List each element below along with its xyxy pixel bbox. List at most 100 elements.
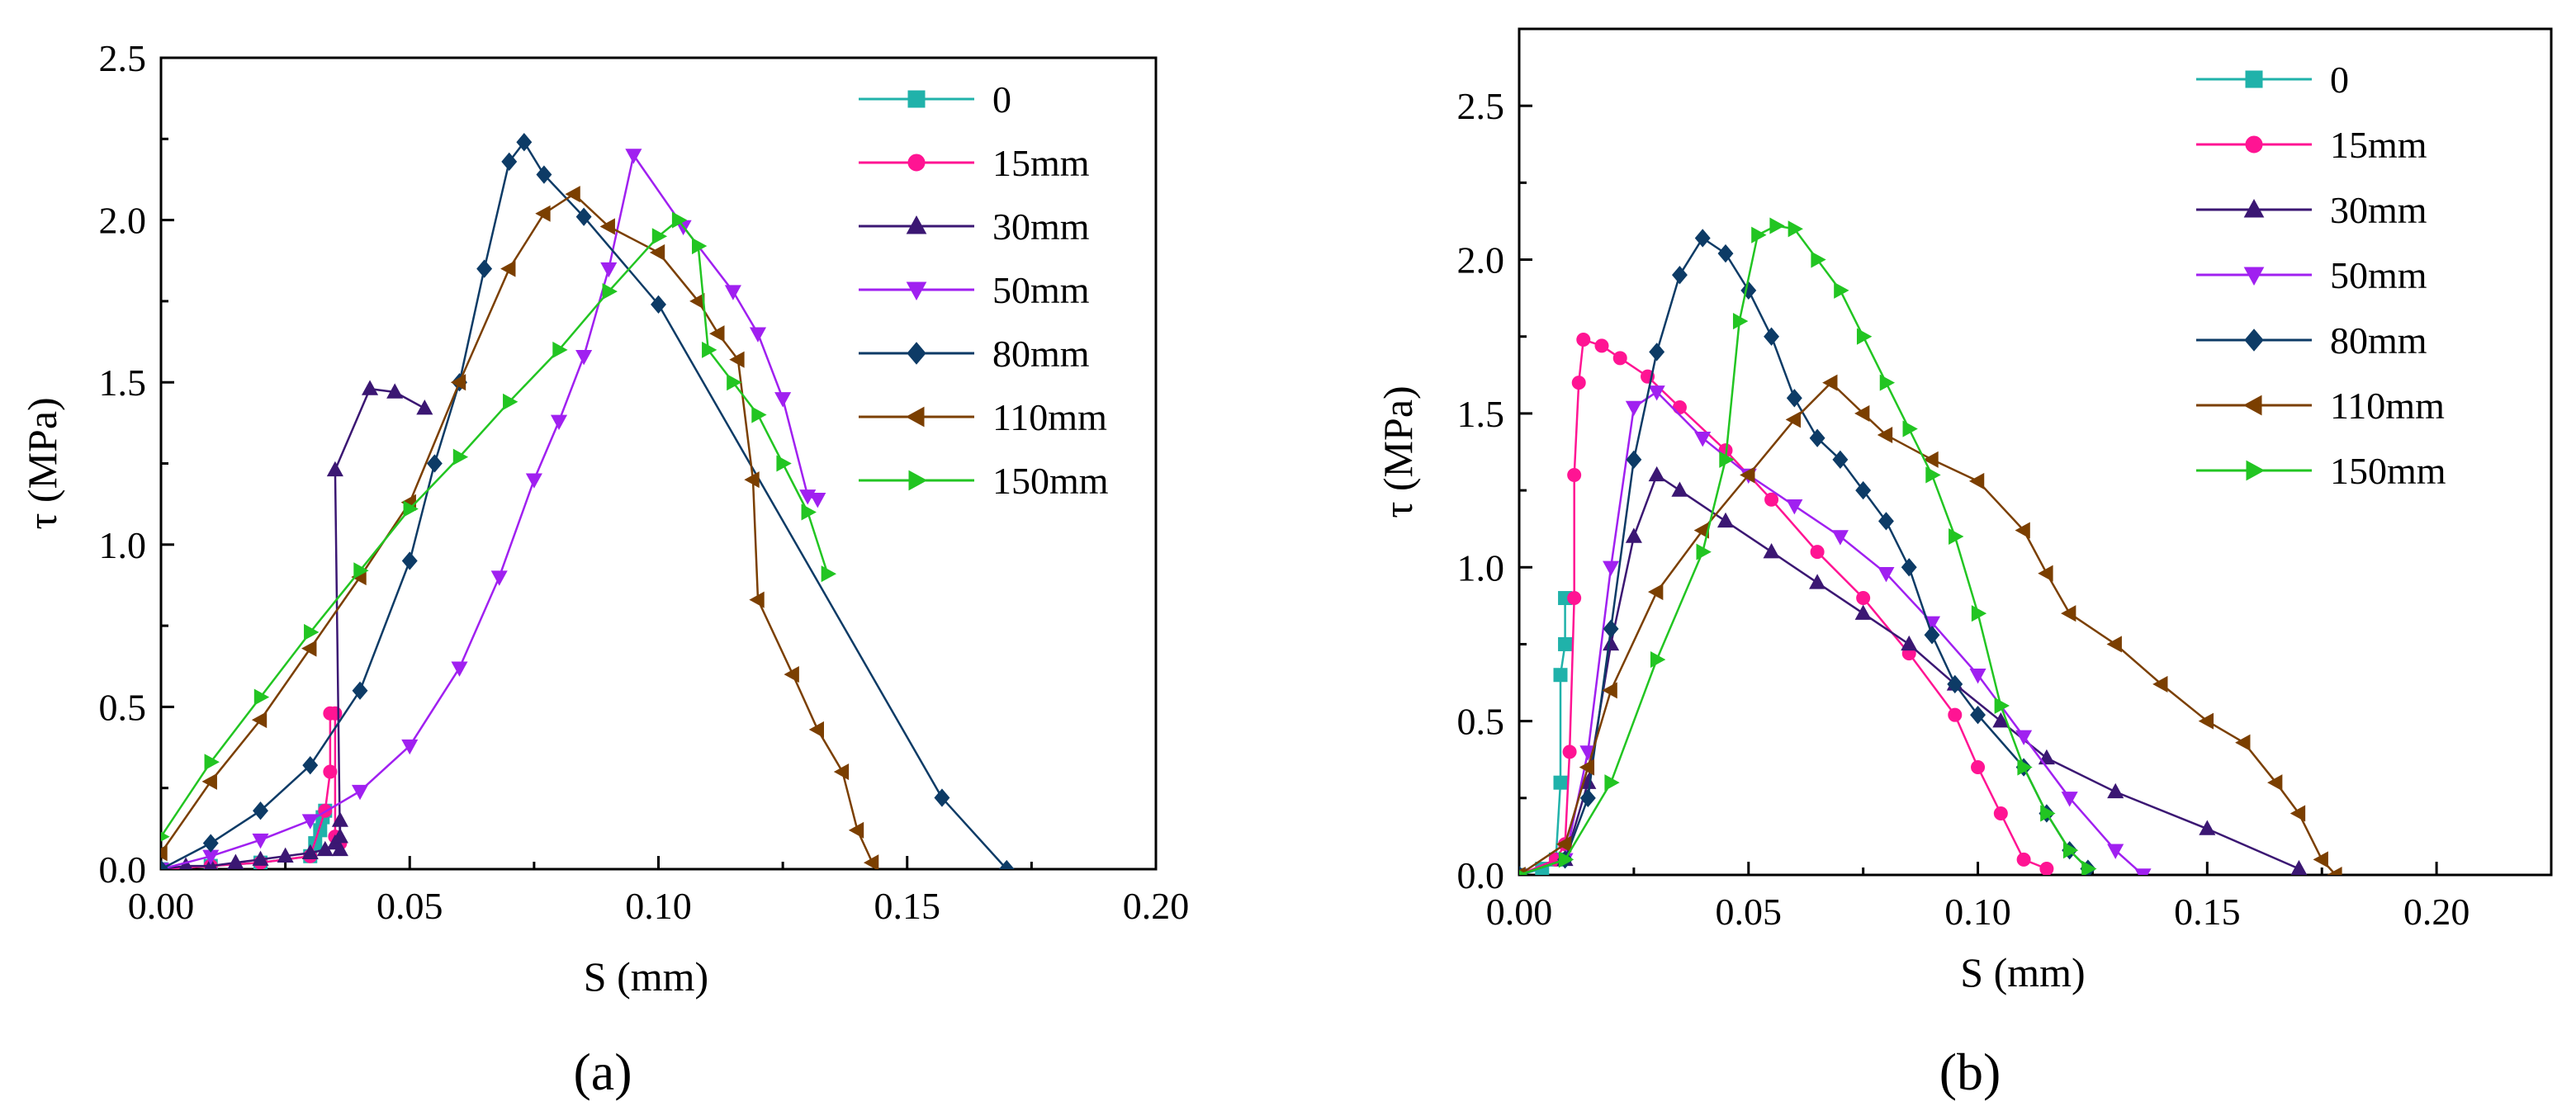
data-point <box>1717 243 1734 263</box>
data-point <box>1834 281 1849 299</box>
legend-label-110mm: 110mm <box>2330 385 2445 427</box>
legend-label-15mm: 15mm <box>2330 124 2427 166</box>
y-tick-label: 1.0 <box>99 524 147 566</box>
data-point <box>252 833 269 849</box>
data-point <box>1604 774 1620 792</box>
data-point <box>1901 558 1917 577</box>
data-point <box>1993 806 2008 820</box>
data-point <box>2061 605 2076 622</box>
data-point <box>1719 451 1735 468</box>
data-point <box>1740 281 1757 300</box>
x-axis-title: S (mm) <box>584 953 708 1000</box>
data-point <box>1788 220 1803 238</box>
x-tick-label: 0.15 <box>874 885 941 927</box>
data-point <box>277 847 294 863</box>
data-point <box>2235 734 2251 751</box>
data-point <box>1694 432 1712 447</box>
data-point <box>2152 675 2168 693</box>
legend-label-150mm: 150mm <box>992 460 1109 502</box>
legend-label-0: 0 <box>992 78 1011 121</box>
data-point <box>301 640 317 657</box>
x-tick-label: 0.00 <box>128 885 195 927</box>
data-point <box>751 406 767 423</box>
data-point <box>525 473 542 489</box>
series-110mm <box>1519 374 2342 875</box>
data-point <box>503 393 519 410</box>
legend-marker <box>2245 135 2263 154</box>
x-tick-label: 0.00 <box>1486 891 1553 933</box>
data-point <box>692 238 708 255</box>
legend-marker <box>906 281 927 301</box>
y-tick-label: 0.0 <box>99 849 147 891</box>
data-point <box>552 341 568 358</box>
y-axis-title: τ (MPa) <box>19 397 65 529</box>
data-point <box>774 392 792 408</box>
data-point <box>1740 466 1755 484</box>
data-point <box>724 285 741 300</box>
data-point <box>352 681 368 700</box>
data-point <box>2290 805 2306 822</box>
data-point <box>1694 229 1711 248</box>
data-point <box>2107 844 2124 859</box>
data-point <box>821 565 836 583</box>
data-point <box>331 811 348 827</box>
x-tick-label: 0.15 <box>2174 891 2241 933</box>
data-point <box>575 350 593 366</box>
data-point <box>1947 674 1963 694</box>
x-tick-label: 0.20 <box>2403 891 2470 933</box>
series-50mm <box>1519 385 2152 875</box>
series-15mm <box>1519 332 2054 875</box>
data-point <box>386 383 404 399</box>
data-point <box>1576 332 1591 347</box>
data-point <box>1751 226 1767 243</box>
data-point <box>934 788 950 807</box>
legend-marker <box>2246 460 2266 481</box>
data-point <box>1856 591 1871 606</box>
data-point <box>1786 499 1803 515</box>
legend-label-15mm: 15mm <box>992 142 1090 184</box>
data-point <box>671 211 688 229</box>
legend-marker <box>2244 329 2264 352</box>
data-point <box>450 374 466 391</box>
data-point <box>1625 400 1642 417</box>
data-point <box>1603 560 1620 576</box>
data-point <box>1971 760 1986 775</box>
data-point <box>1969 669 1986 684</box>
data-point <box>1696 543 1712 560</box>
data-point <box>1648 385 1665 401</box>
data-point <box>729 351 745 368</box>
data-point <box>500 260 516 277</box>
data-point <box>649 243 665 261</box>
y-tick-label: 2.5 <box>1457 85 1505 127</box>
data-point <box>326 461 343 477</box>
data-point <box>301 844 319 860</box>
legend-marker <box>2243 198 2265 218</box>
data-point <box>2290 859 2308 875</box>
data-point <box>2081 860 2097 875</box>
data-point <box>490 570 508 586</box>
data-point <box>202 834 219 853</box>
data-point <box>1671 266 1688 285</box>
data-point <box>1809 428 1825 447</box>
data-point <box>727 374 742 391</box>
data-point <box>1763 542 1780 559</box>
data-point <box>1648 466 1665 482</box>
data-point <box>1579 788 1596 807</box>
data-point <box>801 503 817 521</box>
legend-label-50mm: 50mm <box>992 269 1090 311</box>
chart-panel-b: 0.00 0.05 0.10 0.15 0.20 0.0 0.5 1.0 1.5 2.0 2.5 S … <box>1375 27 2553 995</box>
x-tick-label: 0.05 <box>1716 891 1783 933</box>
y-tick-label: 2.5 <box>99 37 147 79</box>
series-line-15mm <box>1519 338 2048 875</box>
legend-label-50mm: 50mm <box>2330 254 2427 296</box>
data-point <box>227 853 244 869</box>
data-point <box>1855 480 1872 500</box>
x-tick-label: 0.10 <box>625 885 692 927</box>
chart-panel-a: 0.00 0.05 0.10 0.15 0.20 0.0 0.5 1.0 1.5 2.0 2.5 S … <box>19 37 1189 1000</box>
legend-label-0: 0 <box>2330 59 2349 101</box>
data-point <box>2062 842 2079 859</box>
data-point <box>1519 870 1528 875</box>
data-point <box>1901 635 1918 651</box>
legend: 0 15mm 30mm 50mm 80mm 110mm 150mm <box>2196 59 2446 492</box>
